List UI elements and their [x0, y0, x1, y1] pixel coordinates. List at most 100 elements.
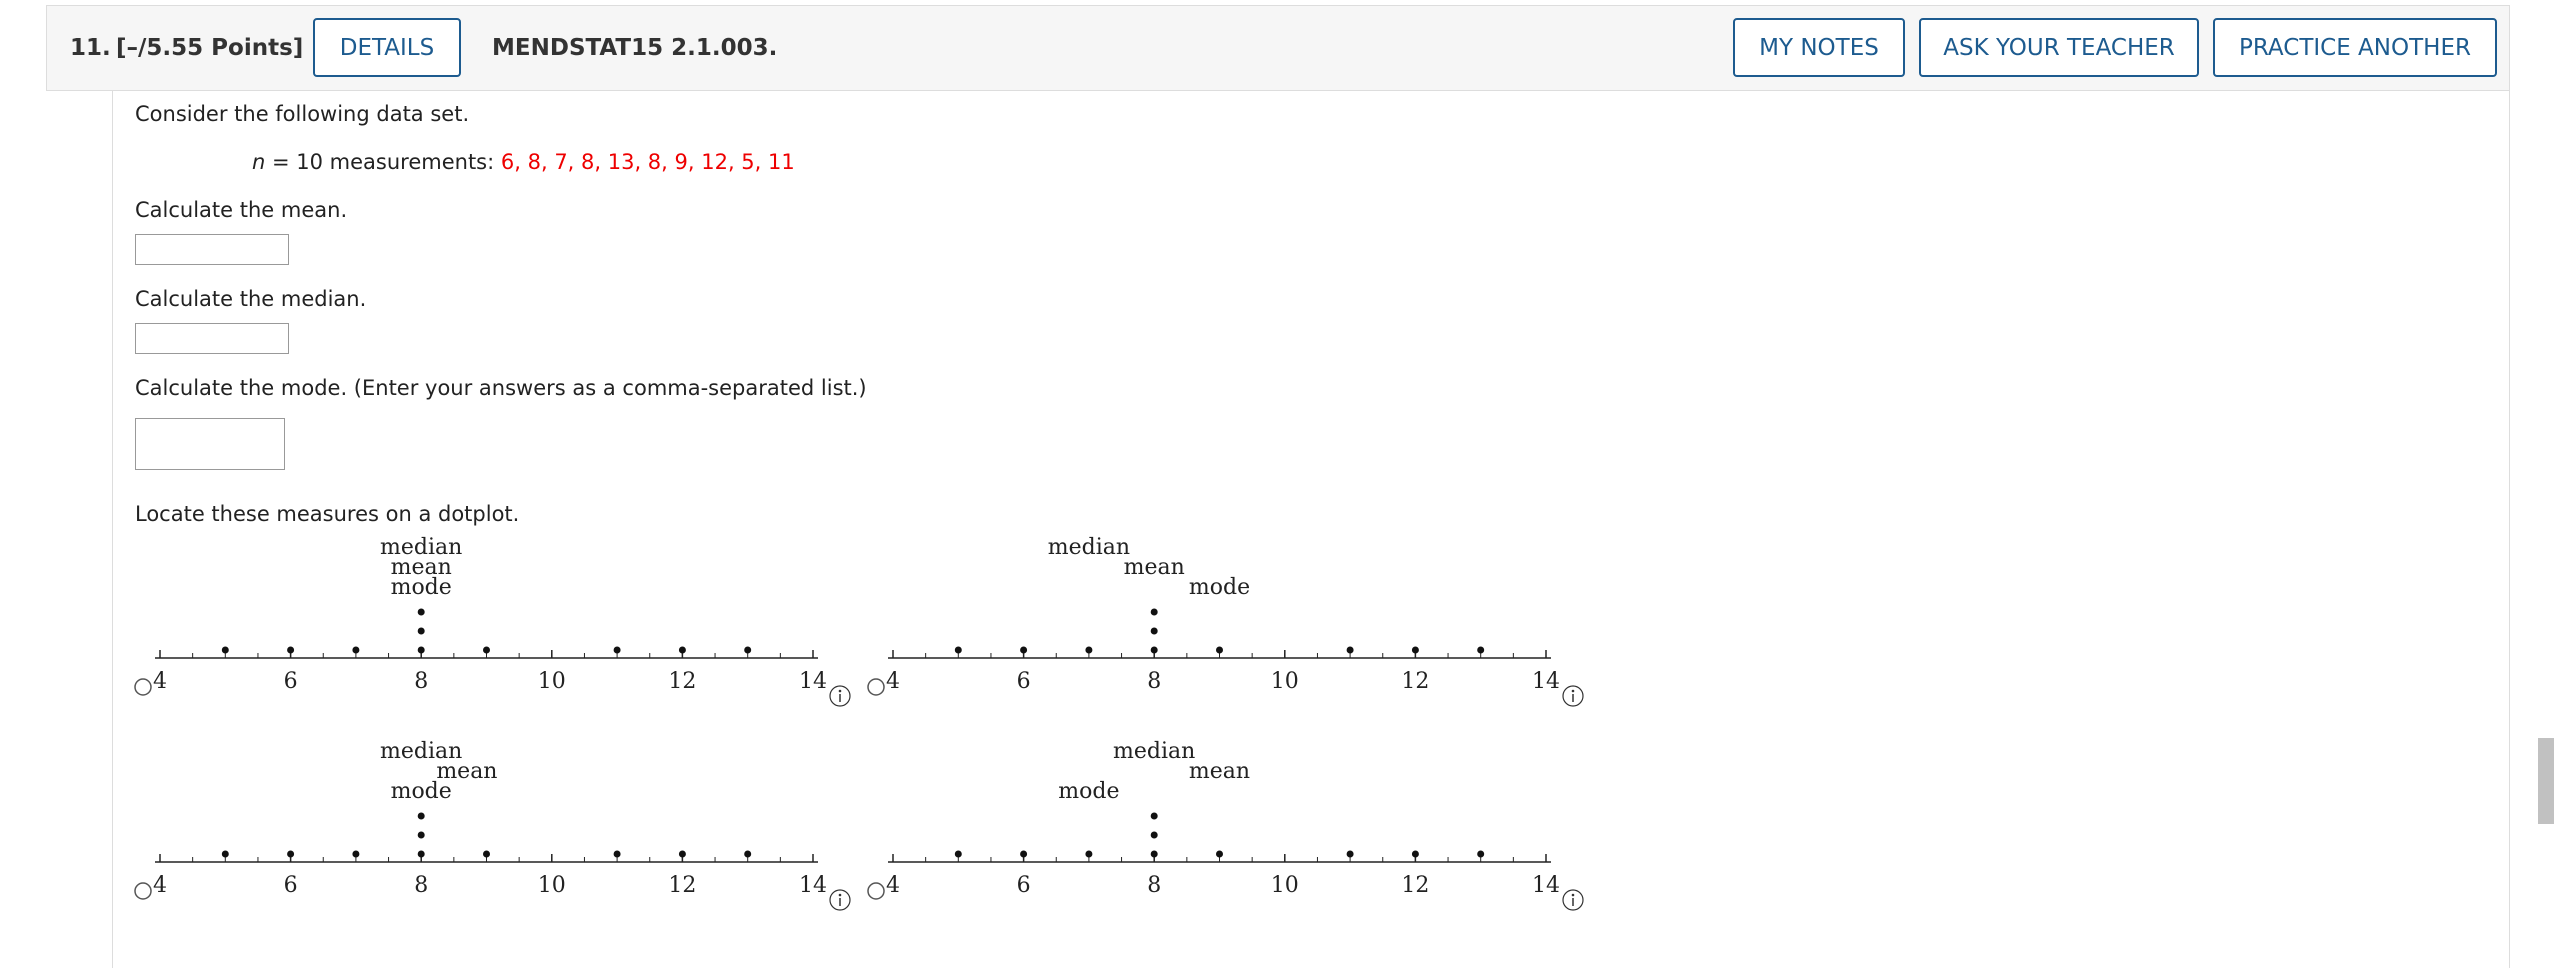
- details-button[interactable]: DETAILS: [313, 18, 461, 77]
- radio-button[interactable]: [134, 882, 152, 900]
- measure-label: mode: [391, 575, 452, 600]
- dot: [1411, 646, 1419, 654]
- radio-button[interactable]: [867, 678, 885, 696]
- dot: [483, 646, 490, 654]
- scrollbar-thumb[interactable]: [2538, 738, 2554, 824]
- x-tick-label: 14: [1532, 669, 1560, 694]
- question-code: MENDSTAT15 2.1.003.: [492, 35, 778, 61]
- x-tick-label: 14: [1532, 873, 1560, 898]
- dot: [1150, 850, 1158, 858]
- x-tick-label: 8: [1147, 873, 1161, 898]
- dot: [352, 646, 360, 654]
- my-notes-button[interactable]: MY NOTES: [1733, 18, 1905, 77]
- measure-label: median: [380, 535, 462, 560]
- dot: [1020, 850, 1028, 858]
- mode-prompt: Calculate the mode. (Enter your answers …: [135, 376, 867, 400]
- x-tick-label: 4: [886, 669, 900, 694]
- x-tick-label: 10: [538, 873, 566, 898]
- dot: [954, 850, 962, 858]
- points: [–/5.55 Points]: [116, 35, 304, 61]
- dot: [1150, 608, 1158, 616]
- dot: [1216, 850, 1223, 858]
- dot: [744, 646, 752, 654]
- measure-label: mode: [391, 779, 452, 804]
- dot: [287, 850, 295, 858]
- intro-text: Consider the following data set.: [135, 102, 470, 126]
- measure-label: mean: [1189, 759, 1250, 784]
- n-label: n: [252, 150, 266, 174]
- dot: [417, 608, 425, 616]
- x-tick-label: 14: [799, 873, 827, 898]
- dot: [1150, 627, 1158, 635]
- info-icon-dot: [838, 893, 842, 897]
- x-tick-label: 10: [538, 669, 566, 694]
- x-tick-label: 12: [1401, 873, 1429, 898]
- radio-button[interactable]: [134, 678, 152, 696]
- median-input[interactable]: [135, 323, 289, 354]
- x-tick-label: 12: [1401, 669, 1429, 694]
- median-prompt: Calculate the median.: [135, 287, 367, 311]
- measure-label: mean: [436, 759, 497, 784]
- x-tick-label: 10: [1271, 873, 1299, 898]
- dot: [1477, 646, 1485, 654]
- x-tick-label: 6: [1017, 669, 1031, 694]
- dot: [1346, 646, 1354, 654]
- x-tick-label: 4: [153, 669, 167, 694]
- info-icon-dot: [838, 689, 842, 693]
- dot: [417, 812, 425, 820]
- dot: [1150, 831, 1158, 839]
- x-tick-label: 12: [668, 669, 696, 694]
- dot: [417, 831, 425, 839]
- measure-label: median: [1048, 535, 1130, 560]
- info-icon-dot: [1571, 893, 1575, 897]
- x-tick-label: 8: [1147, 669, 1161, 694]
- dot: [483, 850, 490, 858]
- dot: [221, 646, 229, 654]
- data-values: 6, 8, 7, 8, 13, 8, 9, 12, 5, 11: [500, 150, 795, 174]
- mode-input[interactable]: [135, 418, 285, 470]
- mean-prompt: Calculate the mean.: [135, 198, 348, 222]
- dot: [678, 850, 686, 858]
- x-tick-label: 4: [153, 873, 167, 898]
- measure-label: mode: [1189, 575, 1250, 600]
- dot: [417, 627, 425, 635]
- dot: [954, 646, 962, 654]
- measure-label: mean: [391, 555, 452, 580]
- dot: [352, 850, 360, 858]
- data-line: n = 10 measurements: 6, 8, 7, 8, 13, 8, …: [252, 150, 795, 174]
- measure-label: mode: [1058, 779, 1119, 804]
- x-tick-label: 6: [1017, 873, 1031, 898]
- question-panel: [112, 91, 2510, 968]
- question-number: 11.: [70, 35, 111, 61]
- dot: [1085, 850, 1093, 858]
- x-tick-label: 14: [799, 669, 827, 694]
- dot: [1150, 646, 1158, 654]
- locate-prompt: Locate these measures on a dotplot.: [135, 502, 520, 526]
- dot: [287, 646, 295, 654]
- dot: [1020, 646, 1028, 654]
- x-tick-label: 6: [284, 669, 298, 694]
- dot: [1477, 850, 1485, 858]
- dot: [613, 850, 621, 858]
- x-tick-label: 8: [414, 873, 428, 898]
- dot: [417, 850, 425, 858]
- dot: [1216, 646, 1223, 654]
- dot: [1150, 812, 1158, 820]
- n-text: = 10 measurements:: [272, 150, 495, 174]
- radio-button[interactable]: [867, 882, 885, 900]
- x-tick-label: 6: [284, 873, 298, 898]
- dot: [1085, 646, 1093, 654]
- dot: [744, 850, 752, 858]
- info-icon-dot: [1571, 689, 1575, 693]
- x-tick-label: 4: [886, 873, 900, 898]
- practice-another-button[interactable]: PRACTICE ANOTHER: [2213, 18, 2497, 77]
- dot: [678, 646, 686, 654]
- measure-label: mean: [1124, 555, 1185, 580]
- dot: [1411, 850, 1419, 858]
- measure-label: median: [1113, 739, 1195, 764]
- mean-input[interactable]: [135, 234, 289, 265]
- dot: [221, 850, 229, 858]
- ask-teacher-button[interactable]: ASK YOUR TEACHER: [1919, 18, 2199, 77]
